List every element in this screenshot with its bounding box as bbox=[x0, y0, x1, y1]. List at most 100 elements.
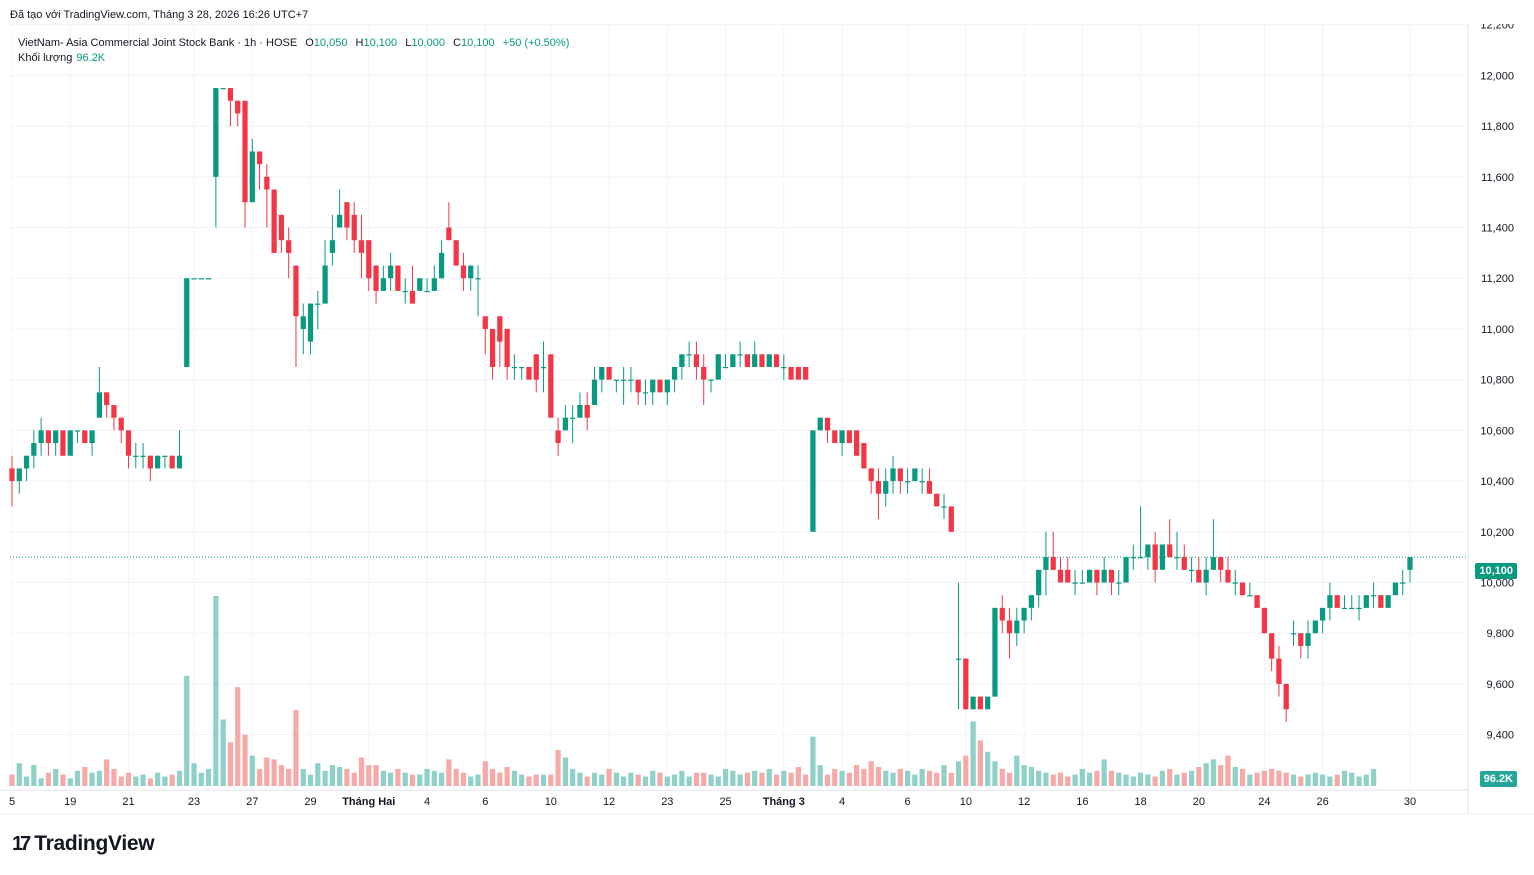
volume-bar bbox=[1290, 774, 1297, 786]
y-tick-label: 9,400 bbox=[1486, 730, 1514, 742]
high-value: 10,100 bbox=[363, 37, 398, 49]
volume-bar bbox=[752, 770, 758, 786]
tradingview-logo-text: TradingView bbox=[34, 832, 155, 855]
volume-bar bbox=[511, 770, 518, 786]
candle-body bbox=[169, 455, 175, 469]
candle-body bbox=[854, 430, 860, 456]
candle-body bbox=[868, 468, 874, 482]
volume-bar bbox=[730, 770, 736, 786]
x-tick-label: 23 bbox=[661, 796, 673, 808]
low-label: L bbox=[405, 37, 412, 49]
volume-bar bbox=[1116, 772, 1122, 786]
candle-body bbox=[176, 455, 183, 469]
chart-area[interactable]: 12,200 12,000 11,800 11,600 11,400 11,200 11,0… bbox=[0, 24, 1534, 814]
volume-bar bbox=[664, 776, 670, 786]
volume-bar bbox=[16, 763, 22, 786]
volume-bar bbox=[934, 772, 940, 786]
candle-body bbox=[555, 430, 561, 444]
candle-body bbox=[540, 366, 547, 369]
volume-bar bbox=[526, 776, 532, 786]
candle-body bbox=[1159, 544, 1166, 570]
volume-bar bbox=[533, 774, 539, 786]
candle-body bbox=[1407, 557, 1413, 570]
volume-bar bbox=[322, 770, 328, 786]
volume-bar bbox=[431, 770, 437, 786]
volume-bar bbox=[839, 770, 845, 786]
volume-bar bbox=[1239, 768, 1246, 786]
candle-body bbox=[839, 430, 845, 444]
volume-bar bbox=[358, 757, 365, 786]
y-tick-label: 9,600 bbox=[1486, 679, 1514, 691]
volume-bar bbox=[1174, 774, 1180, 786]
volume-bar bbox=[1181, 772, 1187, 786]
symbol-name[interactable]: VietNam- Asia Commercial Joint Stock Ban… bbox=[18, 37, 298, 49]
candle-body bbox=[1349, 607, 1355, 610]
volume-bar bbox=[1283, 772, 1289, 786]
volume-bar bbox=[286, 768, 292, 786]
last-price-badge: 10,100 bbox=[1475, 563, 1517, 579]
tradingview-logo-icon: 17 bbox=[12, 832, 31, 855]
candle-body bbox=[803, 366, 809, 380]
candle-body bbox=[664, 379, 670, 393]
candle-body bbox=[744, 354, 751, 367]
volume-bar bbox=[242, 734, 248, 786]
volume-bar bbox=[482, 761, 488, 786]
volume-bar bbox=[82, 767, 88, 786]
volume-bar bbox=[125, 772, 132, 786]
candle-body bbox=[315, 303, 321, 305]
close-label: C bbox=[453, 37, 461, 49]
volume-label[interactable]: Khối lượng bbox=[18, 52, 73, 64]
volume-bar bbox=[1225, 755, 1231, 786]
volume-bar bbox=[191, 763, 197, 786]
candle-body bbox=[1130, 557, 1136, 559]
candle-body bbox=[934, 493, 940, 507]
candle-body bbox=[701, 366, 707, 380]
candle-body bbox=[1341, 607, 1348, 610]
volume-bar bbox=[737, 774, 743, 786]
volume-bar bbox=[642, 776, 649, 786]
candle-body bbox=[1254, 595, 1260, 608]
candlestick-chart[interactable]: 12,200 12,000 11,800 11,600 11,400 11,200 11,0… bbox=[0, 24, 1534, 814]
candle-body bbox=[1269, 633, 1275, 659]
candle-body bbox=[650, 379, 656, 393]
candle-body bbox=[162, 455, 168, 457]
volume-bar bbox=[1036, 770, 1042, 786]
candle-body bbox=[1290, 633, 1297, 635]
candle-body bbox=[1021, 607, 1027, 621]
volume-bar bbox=[23, 776, 30, 786]
last-volume-badge: 96.2K bbox=[1479, 771, 1517, 787]
volume-bar bbox=[344, 768, 350, 786]
candle-body bbox=[191, 278, 197, 280]
candle-body bbox=[1123, 557, 1129, 583]
candle-body bbox=[82, 430, 88, 444]
candle-body bbox=[489, 328, 496, 367]
candle-body bbox=[1261, 607, 1267, 634]
volume-bar bbox=[1254, 772, 1260, 786]
volume-bar bbox=[591, 772, 598, 786]
candle-body bbox=[104, 392, 110, 406]
candle-body bbox=[118, 417, 124, 431]
volume-bar bbox=[1210, 759, 1217, 786]
volume-bar bbox=[53, 768, 59, 786]
volume-bar bbox=[1196, 767, 1202, 786]
volume-bar bbox=[715, 776, 721, 786]
candle-body bbox=[329, 240, 335, 253]
candle-body bbox=[955, 658, 962, 660]
volume-bar bbox=[198, 772, 204, 786]
candle-body bbox=[198, 278, 204, 280]
volume-bar bbox=[570, 768, 576, 786]
candle-body bbox=[781, 366, 787, 369]
volume-bar bbox=[220, 719, 226, 786]
candle-body bbox=[1327, 595, 1333, 608]
x-tick-label: 5 bbox=[9, 796, 15, 808]
candle-body bbox=[519, 366, 525, 369]
candle-body bbox=[1137, 557, 1144, 559]
candle-body bbox=[431, 278, 437, 291]
volume-bar bbox=[96, 770, 102, 786]
x-tick-label: 6 bbox=[905, 796, 911, 808]
tradingview-logo[interactable]: 17 TradingView bbox=[12, 832, 155, 856]
x-tick-label: 12 bbox=[1018, 796, 1030, 808]
candle-body bbox=[824, 417, 831, 431]
candle-body bbox=[1225, 569, 1231, 583]
volume-bar bbox=[810, 736, 816, 786]
